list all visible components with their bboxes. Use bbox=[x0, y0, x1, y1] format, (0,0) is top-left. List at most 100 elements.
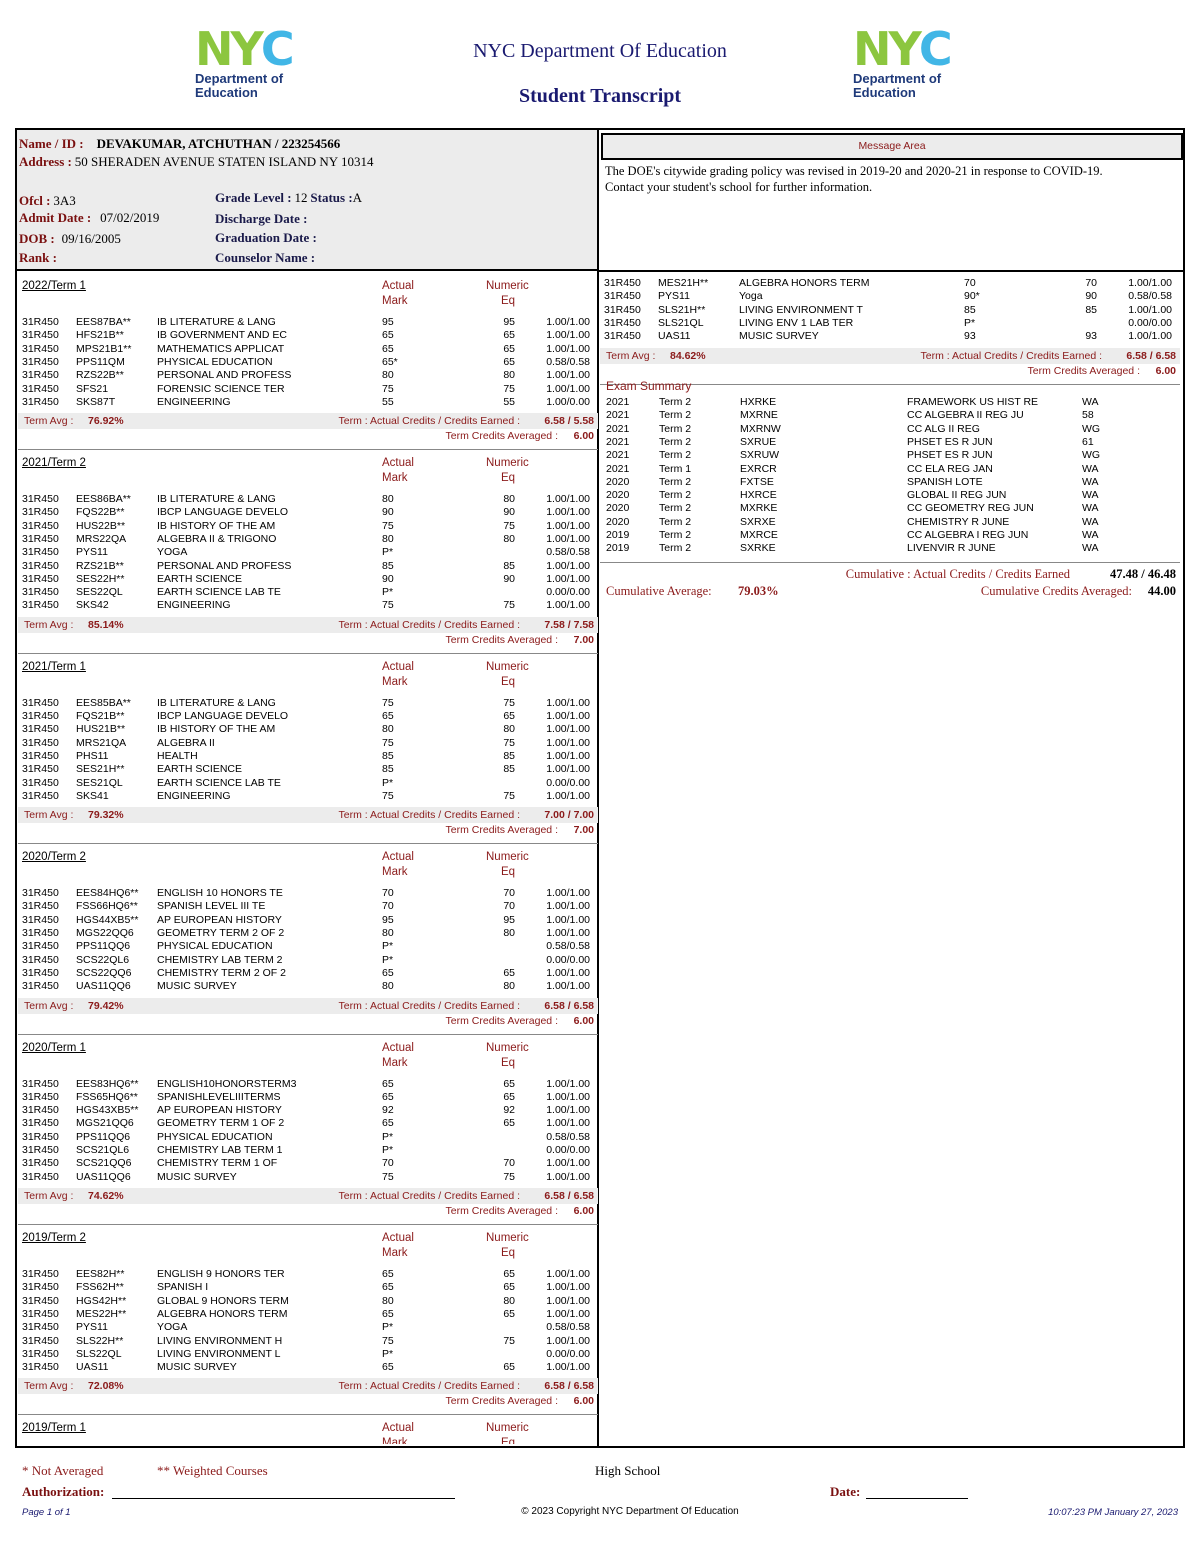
value: 3A3 bbox=[53, 193, 76, 208]
course: PPS11QM bbox=[76, 355, 125, 368]
exam-score: 58 bbox=[1082, 409, 1094, 422]
school: 31R450 bbox=[604, 330, 641, 343]
course-title: SPANISHLEVELIIITERMS bbox=[157, 1090, 281, 1103]
credits: 1.00/1.00 bbox=[546, 559, 590, 572]
mark: 80 bbox=[382, 723, 394, 736]
course: EES87BA** bbox=[76, 316, 131, 328]
term-avg-label: Term Avg : bbox=[24, 618, 74, 631]
exam-code: SXRXE bbox=[740, 515, 776, 528]
numeric-eq: 80 bbox=[503, 1294, 515, 1307]
mark: P* bbox=[382, 1321, 394, 1334]
course-title: Yoga bbox=[739, 290, 763, 303]
term-credits: 6.58 / 6.58 bbox=[544, 1189, 594, 1202]
credits: 1.00/1.00 bbox=[1128, 277, 1172, 289]
course-title: ALGEBRA HONORS TERM bbox=[739, 277, 870, 289]
course: FQS21B** bbox=[76, 710, 125, 723]
course: HUS21B** bbox=[76, 723, 126, 736]
mark: 90 bbox=[382, 572, 394, 585]
course: SLS22QL bbox=[76, 1347, 122, 1360]
exam-year: 2021 bbox=[606, 396, 630, 408]
course-title: CHEMISTRY TERM 2 OF 2 bbox=[157, 966, 286, 979]
exam-name: PHSET ES R JUN bbox=[907, 435, 993, 448]
course: UAS11QQ6 bbox=[76, 980, 131, 993]
course: HFS21B** bbox=[76, 329, 124, 342]
doc-title: Student Transcript bbox=[518, 85, 682, 107]
credits: 0.00/0.00 bbox=[546, 776, 590, 789]
col-header: Actual bbox=[382, 1232, 414, 1244]
term-credits-label: Term : Actual Credits / Credits Earned : bbox=[338, 415, 520, 428]
exam-summary: Exam Summary 2021 Term 2 HXRKE FRAMEWORK US … bbox=[600, 377, 1180, 563]
logo-text: Department of bbox=[853, 71, 942, 86]
term-avg-label: Term Avg : bbox=[606, 349, 656, 362]
course-title: PERSONAL AND PROFESS bbox=[157, 369, 292, 382]
credits: 0.58/0.58 bbox=[1128, 290, 1172, 303]
credits: 1.00/1.00 bbox=[546, 1077, 590, 1090]
col-header: Eq bbox=[501, 472, 516, 485]
exam-score: WA bbox=[1082, 489, 1099, 502]
school: 31R450 bbox=[22, 710, 59, 723]
school: 31R450 bbox=[22, 1321, 59, 1334]
course-title: FORENSIC SCIENCE TER bbox=[157, 382, 285, 395]
course-title: IBCP LANGUAGE DEVELO bbox=[157, 506, 289, 519]
school: 31R450 bbox=[22, 599, 59, 612]
credits: 1.00/1.00 bbox=[1128, 303, 1172, 316]
exam-name: CC GEOMETRY REG JUN bbox=[907, 502, 1034, 515]
exam-year: 2021 bbox=[606, 435, 630, 448]
term-avg: 79.32% bbox=[88, 809, 124, 822]
credits: 1.00/1.00 bbox=[546, 1307, 590, 1320]
label: Name / ID : bbox=[19, 136, 84, 151]
student-admit: Admit Date : 07/02/2019 bbox=[19, 210, 159, 226]
school: 31R450 bbox=[604, 290, 641, 303]
col-header: Mark bbox=[382, 1056, 408, 1069]
exam-code: SXRUW bbox=[740, 449, 780, 462]
mark: 65 bbox=[382, 1077, 394, 1090]
credits: 1.00/1.00 bbox=[546, 1170, 590, 1183]
course-title: LIVING ENVIRONMENT H bbox=[157, 1334, 283, 1347]
credits: 1.00/1.00 bbox=[546, 316, 590, 328]
col-header: Mark bbox=[382, 1437, 408, 1444]
exam-term: Term 2 bbox=[659, 515, 692, 528]
term-avg-label: Term Avg : bbox=[24, 999, 74, 1012]
mark: 75 bbox=[382, 789, 394, 802]
value: 09/16/2005 bbox=[61, 231, 121, 246]
credits: 1.00/1.00 bbox=[546, 342, 590, 355]
exam-score: WA bbox=[1082, 515, 1099, 528]
logo-letter: Y bbox=[888, 22, 922, 76]
school: 31R450 bbox=[22, 559, 59, 572]
course-title: MATHEMATICS APPLICAT bbox=[157, 342, 285, 355]
school: 31R450 bbox=[22, 1170, 59, 1183]
course: SLS21H** bbox=[658, 303, 706, 316]
course-title: CHEMISTRY LAB TERM 1 bbox=[157, 1144, 283, 1157]
school: 31R450 bbox=[22, 329, 59, 342]
course: UAS11 bbox=[658, 330, 691, 343]
mark: 55 bbox=[382, 395, 394, 408]
school: 31R450 bbox=[22, 776, 59, 789]
credits: 0.58/0.58 bbox=[546, 1321, 590, 1334]
course: SES21H** bbox=[76, 763, 125, 776]
course: SCS21QL6 bbox=[76, 1144, 130, 1157]
exam-code: MXRNW bbox=[740, 422, 781, 435]
exam-name: SPANISH LOTE bbox=[907, 475, 983, 488]
course-title: IB GOVERNMENT AND EC bbox=[157, 329, 287, 342]
mark: P* bbox=[382, 1144, 394, 1157]
cumulative-credits: 47.48 / 46.48 bbox=[1110, 567, 1176, 581]
term-credits-label: Term : Actual Credits / Credits Earned : bbox=[338, 999, 520, 1012]
exam-name: CHEMISTRY R JUNE bbox=[907, 515, 1010, 528]
credits: 1.00/1.00 bbox=[546, 736, 590, 749]
course-title: ALGEBRA II bbox=[157, 736, 215, 749]
school: 31R450 bbox=[22, 1307, 59, 1320]
exam-score: WG bbox=[1082, 422, 1101, 435]
credits: 0.00/0.00 bbox=[546, 953, 590, 966]
col-header: Actual bbox=[382, 280, 414, 292]
date-line bbox=[866, 1498, 968, 1499]
course: PPS11QQ6 bbox=[76, 940, 131, 953]
credits: 1.00/1.00 bbox=[546, 1334, 590, 1347]
exam-year: 2020 bbox=[606, 515, 630, 528]
value: DEVAKUMAR, ATCHUTHAN / 223254566 bbox=[96, 136, 341, 151]
credits: 1.00/1.00 bbox=[1128, 330, 1172, 343]
exam-name: CC ALGEBRA II REG JU bbox=[907, 409, 1024, 422]
exam-code: SXRKE bbox=[740, 542, 776, 555]
credits: 1.00/1.00 bbox=[546, 1090, 590, 1103]
course-title: ENGINEERING bbox=[157, 395, 231, 408]
mark: 70 bbox=[382, 887, 394, 900]
